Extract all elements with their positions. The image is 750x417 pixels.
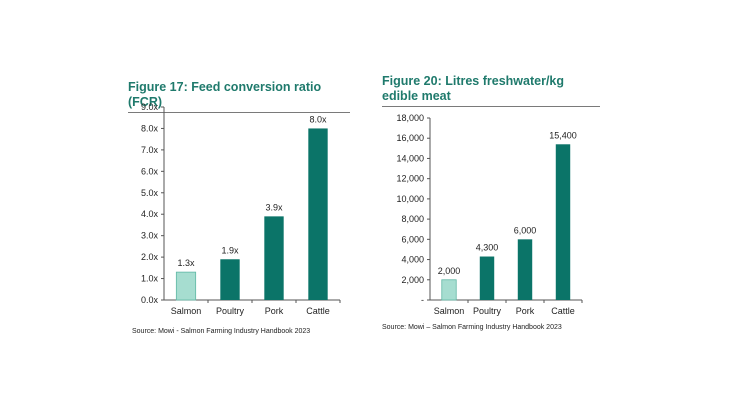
freshwater-data-label-salmon: 2,000	[438, 266, 461, 276]
freshwater-data-label-cattle: 15,400	[549, 130, 577, 140]
freshwater-y-tick-label: 2,000	[401, 275, 424, 285]
fcr-y-tick-label: 0.0x	[141, 295, 159, 305]
freshwater-bar-pork	[517, 239, 533, 300]
freshwater-y-tick-label: 6,000	[401, 234, 424, 244]
freshwater-data-label-poultry: 4,300	[476, 243, 499, 253]
fcr-category-label-salmon: Salmon	[171, 306, 202, 316]
fcr-data-label-cattle: 8.0x	[309, 114, 327, 124]
freshwater-bar-chart: - 2,000 4,000 6,000 8,000 10,000 12,000 14,000 1…	[396, 113, 583, 316]
fcr-category-label-pork: Pork	[265, 306, 284, 316]
freshwater-source-note: Source: Mowi – Salmon Farming Industry H…	[382, 324, 562, 331]
freshwater-y-tick-label: 12,000	[396, 174, 424, 184]
freshwater-y-tick-label: 4,000	[401, 255, 424, 265]
fcr-category-label-cattle: Cattle	[306, 306, 330, 316]
freshwater-bar-poultry	[479, 256, 495, 300]
fcr-y-tick-label: 9.0x	[141, 102, 159, 112]
freshwater-category-label-pork: Pork	[516, 306, 535, 316]
fcr-category-label-poultry: Poultry	[216, 306, 245, 316]
fcr-y-tick-label: 3.0x	[141, 231, 159, 241]
fcr-bar-salmon	[175, 271, 197, 301]
fcr-bar-pork	[264, 216, 284, 300]
fcr-source-note: Source: Mowi - Salmon Farming Industry H…	[132, 328, 311, 335]
fcr-figure-title: Figure 17: Feed conversion ratio (FCR)	[128, 80, 350, 113]
freshwater-chart-panel: Figure 20: Litres freshwater/kg edible m…	[382, 74, 602, 346]
freshwater-category-label-cattle: Cattle	[551, 306, 575, 316]
fcr-bar-chart: 0.0x 1.0x 2.0x 3.0x 4.0x 5.0x 6.0x 7.0x 8.0x 9.0x…	[141, 102, 341, 316]
freshwater-y-tick-label: 14,000	[396, 153, 424, 163]
fcr-y-tick-label: 6.0x	[141, 166, 159, 176]
fcr-y-tick-label: 4.0x	[141, 209, 159, 219]
freshwater-y-tick-label: 10,000	[396, 194, 424, 204]
fcr-y-tick-label: 1.0x	[141, 274, 159, 284]
fcr-bar-poultry	[220, 259, 240, 300]
freshwater-y-tick-label: -	[421, 295, 424, 305]
fcr-y-tick-label: 5.0x	[141, 188, 159, 198]
fcr-data-label-pork: 3.9x	[265, 202, 283, 212]
fcr-data-label-poultry: 1.9x	[221, 245, 239, 255]
freshwater-y-tick-label: 16,000	[396, 133, 424, 143]
freshwater-bar-cattle	[555, 144, 571, 300]
freshwater-category-label-salmon: Salmon	[434, 306, 465, 316]
fcr-y-tick-label: 8.0x	[141, 123, 159, 133]
freshwater-figure-title: Figure 20: Litres freshwater/kg edible m…	[382, 74, 600, 107]
freshwater-category-label-poultry: Poultry	[473, 306, 502, 316]
fcr-data-label-salmon: 1.3x	[177, 258, 195, 268]
fcr-y-tick-label: 7.0x	[141, 145, 159, 155]
fcr-chart-panel: Figure 17: Feed conversion ratio (FCR) 0…	[128, 76, 350, 346]
fcr-y-tick-label: 2.0x	[141, 252, 159, 262]
freshwater-y-tick-label: 8,000	[401, 214, 424, 224]
fcr-bar-cattle	[308, 128, 328, 300]
freshwater-y-tick-label: 18,000	[396, 113, 424, 123]
freshwater-data-label-pork: 6,000	[514, 225, 537, 235]
freshwater-bar-salmon	[441, 279, 457, 301]
